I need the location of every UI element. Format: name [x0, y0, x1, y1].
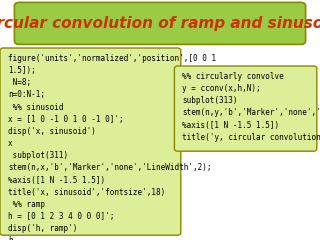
FancyBboxPatch shape [14, 2, 306, 44]
Text: Circular convolution of ramp and sinusoid: Circular convolution of ramp and sinusoi… [0, 16, 320, 31]
FancyBboxPatch shape [0, 48, 181, 235]
Text: %% circularly convolve
y = cconv(x,h,N);
subplot(313)
stem(n,y,'b','Marker','non: %% circularly convolve y = cconv(x,h,N);… [182, 72, 320, 142]
Text: figure('units','normalized','position',[0 0 1
1.5]);
 N=8;
n=0:N-1;
 %% sinusoid: figure('units','normalized','position',[… [8, 54, 216, 240]
FancyBboxPatch shape [174, 66, 317, 151]
